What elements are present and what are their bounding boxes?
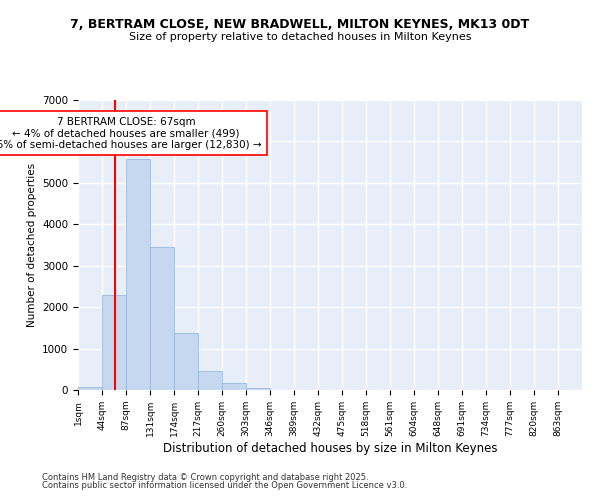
Text: Size of property relative to detached houses in Milton Keynes: Size of property relative to detached ho… [129, 32, 471, 42]
Text: Contains public sector information licensed under the Open Government Licence v3: Contains public sector information licen… [42, 481, 407, 490]
Text: 7, BERTRAM CLOSE, NEW BRADWELL, MILTON KEYNES, MK13 0DT: 7, BERTRAM CLOSE, NEW BRADWELL, MILTON K… [70, 18, 530, 30]
Bar [78, 387, 102, 390]
Bar [246, 388, 270, 390]
Bar [126, 159, 150, 390]
Y-axis label: Number of detached properties: Number of detached properties [26, 163, 37, 327]
Bar [198, 371, 222, 390]
Text: 7 BERTRAM CLOSE: 67sqm
← 4% of detached houses are smaller (499)
96% of semi-det: 7 BERTRAM CLOSE: 67sqm ← 4% of detached … [0, 116, 262, 150]
Bar [102, 294, 126, 390]
Text: Contains HM Land Registry data © Crown copyright and database right 2025.: Contains HM Land Registry data © Crown c… [42, 472, 368, 482]
Bar [222, 383, 246, 390]
Bar [151, 247, 175, 390]
X-axis label: Distribution of detached houses by size in Milton Keynes: Distribution of detached houses by size … [163, 442, 497, 454]
Bar [175, 333, 198, 390]
